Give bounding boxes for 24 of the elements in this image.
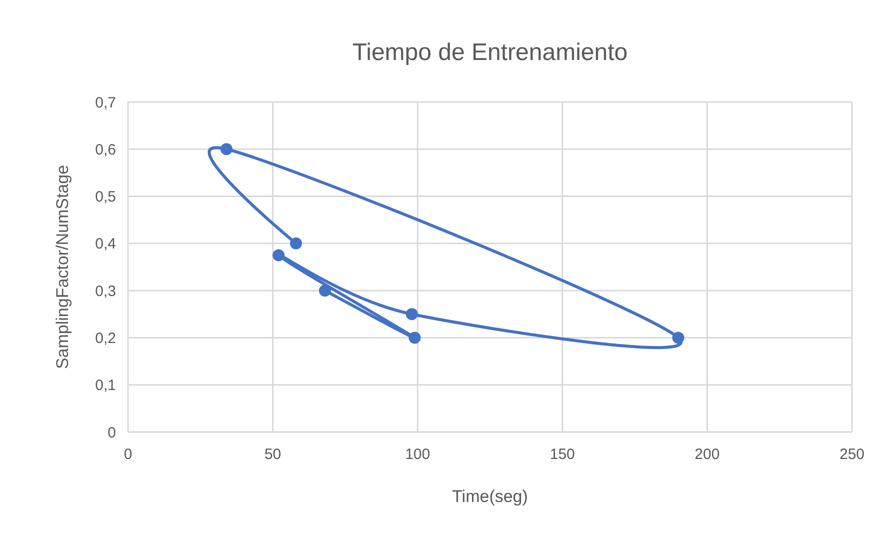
point [220, 143, 232, 156]
y-tick-label: 0,4 [95, 236, 116, 253]
point [290, 237, 302, 250]
x-tick-label: 150 [550, 446, 575, 463]
point [318, 284, 331, 297]
chart-title: Tiempo de Entrenamiento [352, 39, 628, 66]
x-tick-label: 100 [405, 446, 430, 463]
y-tick-label: 0,6 [95, 141, 116, 158]
y-axis-title: SamplingFactor/NumStage [53, 164, 72, 370]
point [272, 249, 285, 262]
x-tick-label: 200 [694, 446, 720, 463]
x-tick-label: 0 [124, 446, 132, 463]
x-axis-title: Time(seg) [452, 487, 528, 506]
point [406, 308, 418, 320]
point [672, 332, 684, 344]
point [408, 332, 421, 344]
x-tick-label: 50 [264, 446, 282, 463]
y-tick-label: 0,1 [95, 377, 116, 394]
x-tick-label: 250 [839, 446, 865, 463]
y-tick-label: 0,2 [95, 330, 116, 347]
y-tick-label: 0,7 [95, 94, 116, 112]
y-tick-label: 0,3 [95, 282, 116, 300]
y-tick-label: 0,5 [95, 188, 116, 206]
y-tick-label: 0 [108, 424, 116, 442]
